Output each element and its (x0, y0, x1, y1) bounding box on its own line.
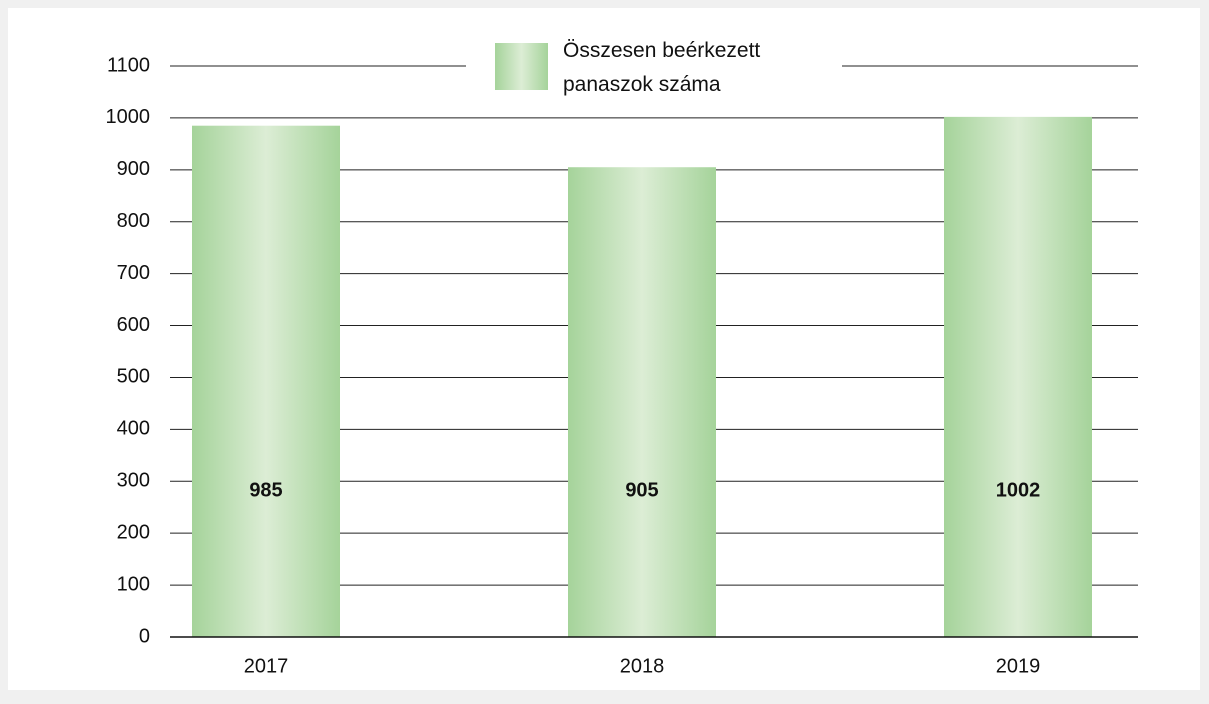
legend-label: Összesen beérkezett panaszok száma (563, 39, 761, 96)
y-tick-label: 600 (117, 314, 150, 336)
bar (568, 167, 716, 638)
y-tick-label: 1100 (107, 54, 150, 76)
legend: Összesen beérkezett panaszok száma (466, 30, 842, 102)
y-tick-label: 0 (139, 625, 150, 647)
value-label: 905 (625, 479, 658, 501)
legend-swatch (495, 43, 548, 90)
y-tick-label: 800 (117, 210, 150, 232)
y-tick-label: 900 (117, 158, 150, 180)
value-label: 1002 (996, 479, 1041, 501)
y-tick-label: 1000 (106, 106, 151, 128)
y-tick-label: 400 (117, 418, 150, 440)
x-tick-label: 2019 (996, 655, 1041, 677)
legend-label-box: Összesen beérkezett panaszok száma (563, 39, 761, 96)
y-tick-label: 200 (117, 521, 150, 543)
x-tick-label: 2018 (620, 655, 665, 677)
bar (192, 125, 340, 637)
bar (944, 116, 1092, 637)
x-tick-label: 2017 (244, 655, 289, 677)
value-label: 985 (249, 479, 282, 501)
y-tick-label: 500 (117, 366, 150, 388)
y-tick-label: 700 (117, 262, 150, 284)
y-tick-label: 300 (117, 470, 150, 492)
y-tick-label: 100 (117, 573, 150, 595)
